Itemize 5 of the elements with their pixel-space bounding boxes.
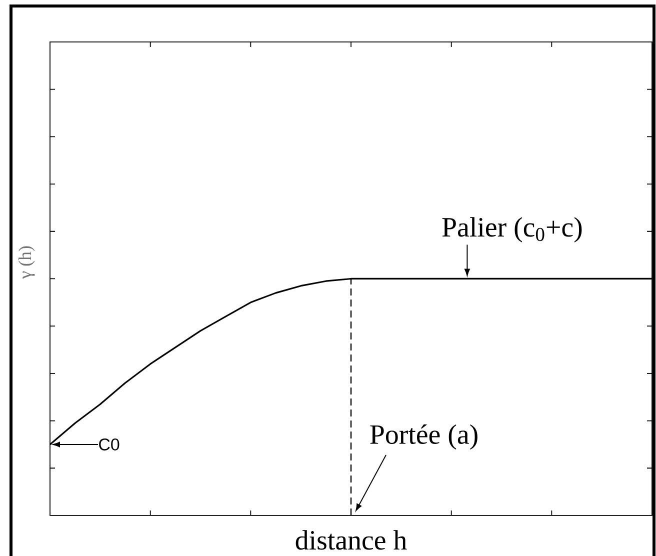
annotation: Portée (a) xyxy=(370,424,478,450)
x-axis-title: distance h xyxy=(296,530,407,550)
annotation: C0 xyxy=(99,438,120,450)
y-axis-title: γ (h) xyxy=(18,246,35,279)
text: Palier (c$_{0}$+c) xyxy=(442,217,582,242)
